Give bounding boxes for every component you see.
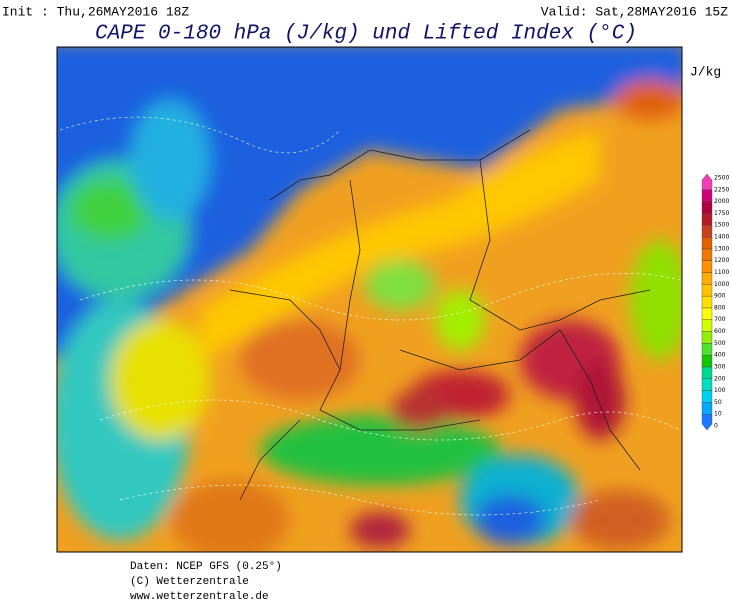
colorbar-label: 400 xyxy=(714,352,726,359)
colorbar-swatch xyxy=(701,260,713,273)
colorbar-swatch xyxy=(701,201,713,214)
colorbar-label: 2250 xyxy=(714,186,729,193)
colorbar-swatch xyxy=(701,248,713,261)
colorbar-label: 200 xyxy=(714,375,726,382)
data-source: Daten: NCEP GFS (0.25°) xyxy=(130,561,282,573)
colorbar-label: 100 xyxy=(714,387,726,394)
colorbar-label: 1300 xyxy=(714,245,729,252)
colorbar-swatch xyxy=(701,236,713,250)
colorbar-swatch xyxy=(701,213,713,226)
colorbar-unit: J/kg xyxy=(690,64,721,79)
colorbar-label: 1500 xyxy=(714,222,729,229)
colorbar-label: 50 xyxy=(714,399,722,406)
colorbar-swatch xyxy=(701,173,713,191)
init-time: Init : Thu,26MAY2016 18Z xyxy=(2,4,189,19)
colorbar-label: 600 xyxy=(714,328,726,335)
colorbar-swatch xyxy=(701,378,713,391)
colorbar-label: 700 xyxy=(714,316,726,323)
colorbar-label: 1400 xyxy=(714,234,729,241)
colorbar-label: 10 xyxy=(714,411,722,418)
colorbar-swatch xyxy=(701,413,713,431)
colorbar-label: 900 xyxy=(714,293,726,300)
copyright: (C) Wetterzentrale xyxy=(130,576,249,588)
colorbar-label: 800 xyxy=(714,304,726,311)
colorbar-swatch xyxy=(701,307,713,320)
borders xyxy=(229,129,651,501)
colorbar-swatch xyxy=(701,366,713,379)
colorbar-label: 300 xyxy=(714,363,726,370)
colorbar: J/kg 0 10 50 100 200 300 400 500 600 700 800 900 100… xyxy=(690,64,729,431)
colorbar-swatch xyxy=(701,272,713,285)
map-frame xyxy=(56,46,683,553)
lifted-index-contours xyxy=(59,116,681,516)
colorbar-label: 1200 xyxy=(714,257,729,264)
colorbar-swatch xyxy=(701,390,713,403)
colorbar-swatch xyxy=(701,225,713,238)
map-title: CAPE 0-180 hPa (J/kg) und Lifted Index (… xyxy=(95,23,637,46)
colorbar-swatch xyxy=(701,189,713,202)
colorbar-swatch xyxy=(701,319,713,332)
website: www.wetterzentrale.de xyxy=(130,591,269,603)
colorbar-swatch xyxy=(701,331,713,344)
colorbar-label: 1000 xyxy=(714,281,729,288)
colorbar-swatch xyxy=(701,354,713,368)
colorbar-label: 500 xyxy=(714,340,726,347)
colorbar-label: 1100 xyxy=(714,269,729,276)
colorbar-label: 2000 xyxy=(714,198,729,205)
colorbar-label: 0 xyxy=(714,423,718,430)
colorbar-swatch xyxy=(701,295,713,309)
map xyxy=(57,47,682,552)
colorbar-swatch xyxy=(701,284,713,297)
colorbar-label: 2500 xyxy=(714,175,729,182)
colorbar-swatch xyxy=(701,402,713,415)
colorbar-swatch xyxy=(701,343,713,356)
colorbar-label: 1750 xyxy=(714,210,729,217)
valid-time: Valid: Sat,28MAY2016 15Z xyxy=(541,4,728,19)
